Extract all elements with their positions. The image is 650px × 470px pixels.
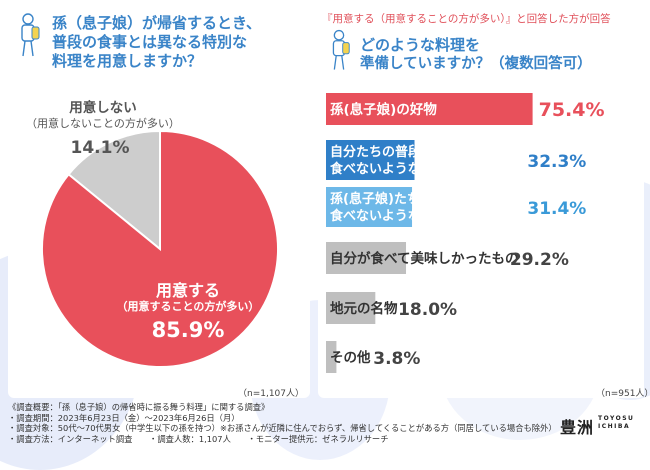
bar-3-label-line-1: 孫(息子娘)たちの普段の食事では (330, 191, 524, 207)
pie-value-yes: 85.9% (151, 318, 225, 342)
left-question-line-2: 普段の食事とは異なる特別な (52, 33, 248, 51)
bar-2-label-line-2: 食べないような良い(豪華)なもの (330, 161, 524, 177)
bar-2 (326, 140, 415, 180)
bar-3-label-line-2: 食べないような良い(豪華)なもの (330, 208, 524, 224)
bar-4-value: 29.2% (510, 250, 569, 270)
bar-5-label-line-1: 地元の名物 (330, 300, 398, 317)
footer-line-4: ・調査方法：インターネット調査 ・調査人数：1,107人 ・モニター提供元：ゼネ… (8, 433, 389, 444)
bar-3-value: 31.4% (527, 199, 586, 219)
footer-line-2: ・調査期間：2023年6月23日（金）〜2023年6月26日（月） (8, 412, 240, 423)
bar-6-label-line-1: その他 (330, 349, 371, 366)
bar-1-value: 75.4% (539, 99, 605, 121)
pie-label-yes: 用意する (155, 281, 220, 300)
right-subheading: 『用意する（用意することの方が多い）』と回答した方が回答 (322, 13, 611, 25)
logo-roman-top: TOYOSU (598, 415, 635, 422)
left-sample-size: （n=1,107人） (238, 389, 305, 399)
bar-6-value: 3.8% (373, 349, 420, 369)
left-question-line-1: 孫（息子娘）が帰省するとき、 (52, 14, 261, 32)
pie-sublabel-no: （用意しないことの方が多い） (26, 117, 180, 130)
bar-chart: 孫(息子娘)の好物 75.4%自分たちの普段の食事では食べないような良い(豪華)な… (326, 93, 605, 373)
footer-line-3: ・調査対象：50代〜70代男女（中学生以下の孫を持つ）※お孫さんが近隣に住んでお… (8, 423, 557, 434)
bar-4 (326, 242, 407, 274)
bar-6 (326, 341, 337, 373)
pie-sublabel-yes: （用意することの方が多い） (116, 300, 260, 313)
footer-line-1: 《調査概要：「孫（息子娘）の帰省時に振る舞う料理」に関する調査》 (8, 402, 270, 412)
traveler-figure-icon (21, 13, 40, 57)
pie-slice-yes (41, 129, 279, 368)
logo-kanji: 豊洲 (560, 418, 595, 437)
bar-5 (326, 292, 376, 324)
logo-roman: TOYOSU ICHIBA (598, 415, 634, 431)
left-question-line-3: 料理を用意しますか？ (52, 52, 203, 70)
bar-2-label-line-1: 自分たちの普段の食事では (330, 144, 486, 160)
bar-4-label-line-1: 自分が食べて美味しかったもの (330, 250, 518, 267)
bar-2-value: 32.3% (527, 152, 586, 172)
pie-chart (41, 129, 279, 368)
traveler-figure-icon-right (332, 29, 350, 70)
right-question-line-1: どのような料理を (360, 36, 481, 54)
logo-roman-bottom: ICHIBA (598, 423, 631, 430)
right-sample-size: （n=951人） (596, 389, 650, 399)
right-question-line-2: 準備していますか？（複数回答可） (360, 56, 592, 72)
bar-1-label-line-1: 孫(息子娘)の好物 (330, 101, 437, 118)
pie-value-no: 14.1% (70, 138, 130, 158)
infographic: 孫（息子娘）が帰省するとき、 普段の食事とは異なる特別な 料理を用意しますか？ … (0, 13, 650, 470)
survey-footer: 《調査概要：「孫（息子娘）の帰省時に振る舞う料理」に関する調査》 ・調査期間：2… (8, 402, 557, 444)
bar-3 (326, 187, 413, 227)
pie-slice-no (67, 129, 161, 252)
bar-1 (326, 93, 533, 125)
pie-label-no: 用意しない (69, 100, 137, 116)
bar-5-value: 18.0% (398, 300, 457, 320)
